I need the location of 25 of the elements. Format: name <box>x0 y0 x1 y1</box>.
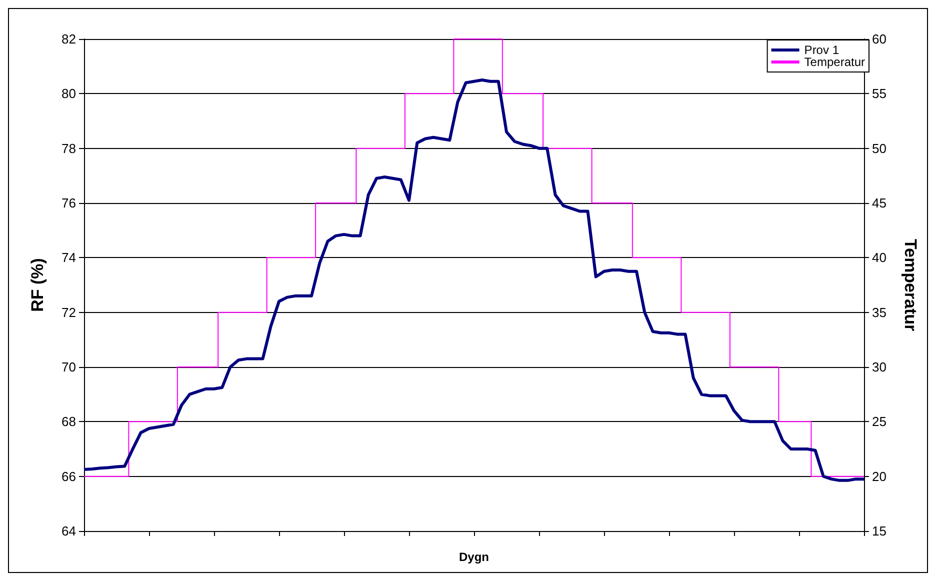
y-axis-title: RF (%) <box>28 258 47 312</box>
y2-tick-label: 20 <box>872 468 886 484</box>
y2-tick-label: 15 <box>872 524 886 538</box>
y2-tick-label: 45 <box>872 196 886 210</box>
y-tick-label: 76 <box>62 196 76 210</box>
y2-tick-label: 55 <box>872 86 886 102</box>
y2-tick-label: 35 <box>872 304 886 320</box>
y-tick-label: 74 <box>62 250 76 266</box>
y2-tick-label: 30 <box>872 360 886 374</box>
y-tick-label: 70 <box>62 360 76 374</box>
y-tick-label: 66 <box>62 468 76 484</box>
y2-axis-title: Temperatur <box>901 238 920 332</box>
y2-tick-label: 25 <box>872 414 886 430</box>
y-tick-label: 72 <box>62 304 76 320</box>
x-axis-title: Dygn <box>459 550 489 564</box>
y-tick-label: 78 <box>62 140 76 156</box>
legend-label: Prov 1 <box>804 43 840 57</box>
legend-label: Temperatur <box>804 55 866 69</box>
y-tick-label: 82 <box>62 32 76 46</box>
y2-tick-label: 40 <box>872 250 886 266</box>
y-tick-label: 68 <box>62 414 76 430</box>
y2-tick-label: 50 <box>872 140 886 156</box>
y-tick-label: 80 <box>62 86 76 102</box>
y2-tick-label: 60 <box>872 32 886 46</box>
y-tick-label: 64 <box>62 524 76 538</box>
